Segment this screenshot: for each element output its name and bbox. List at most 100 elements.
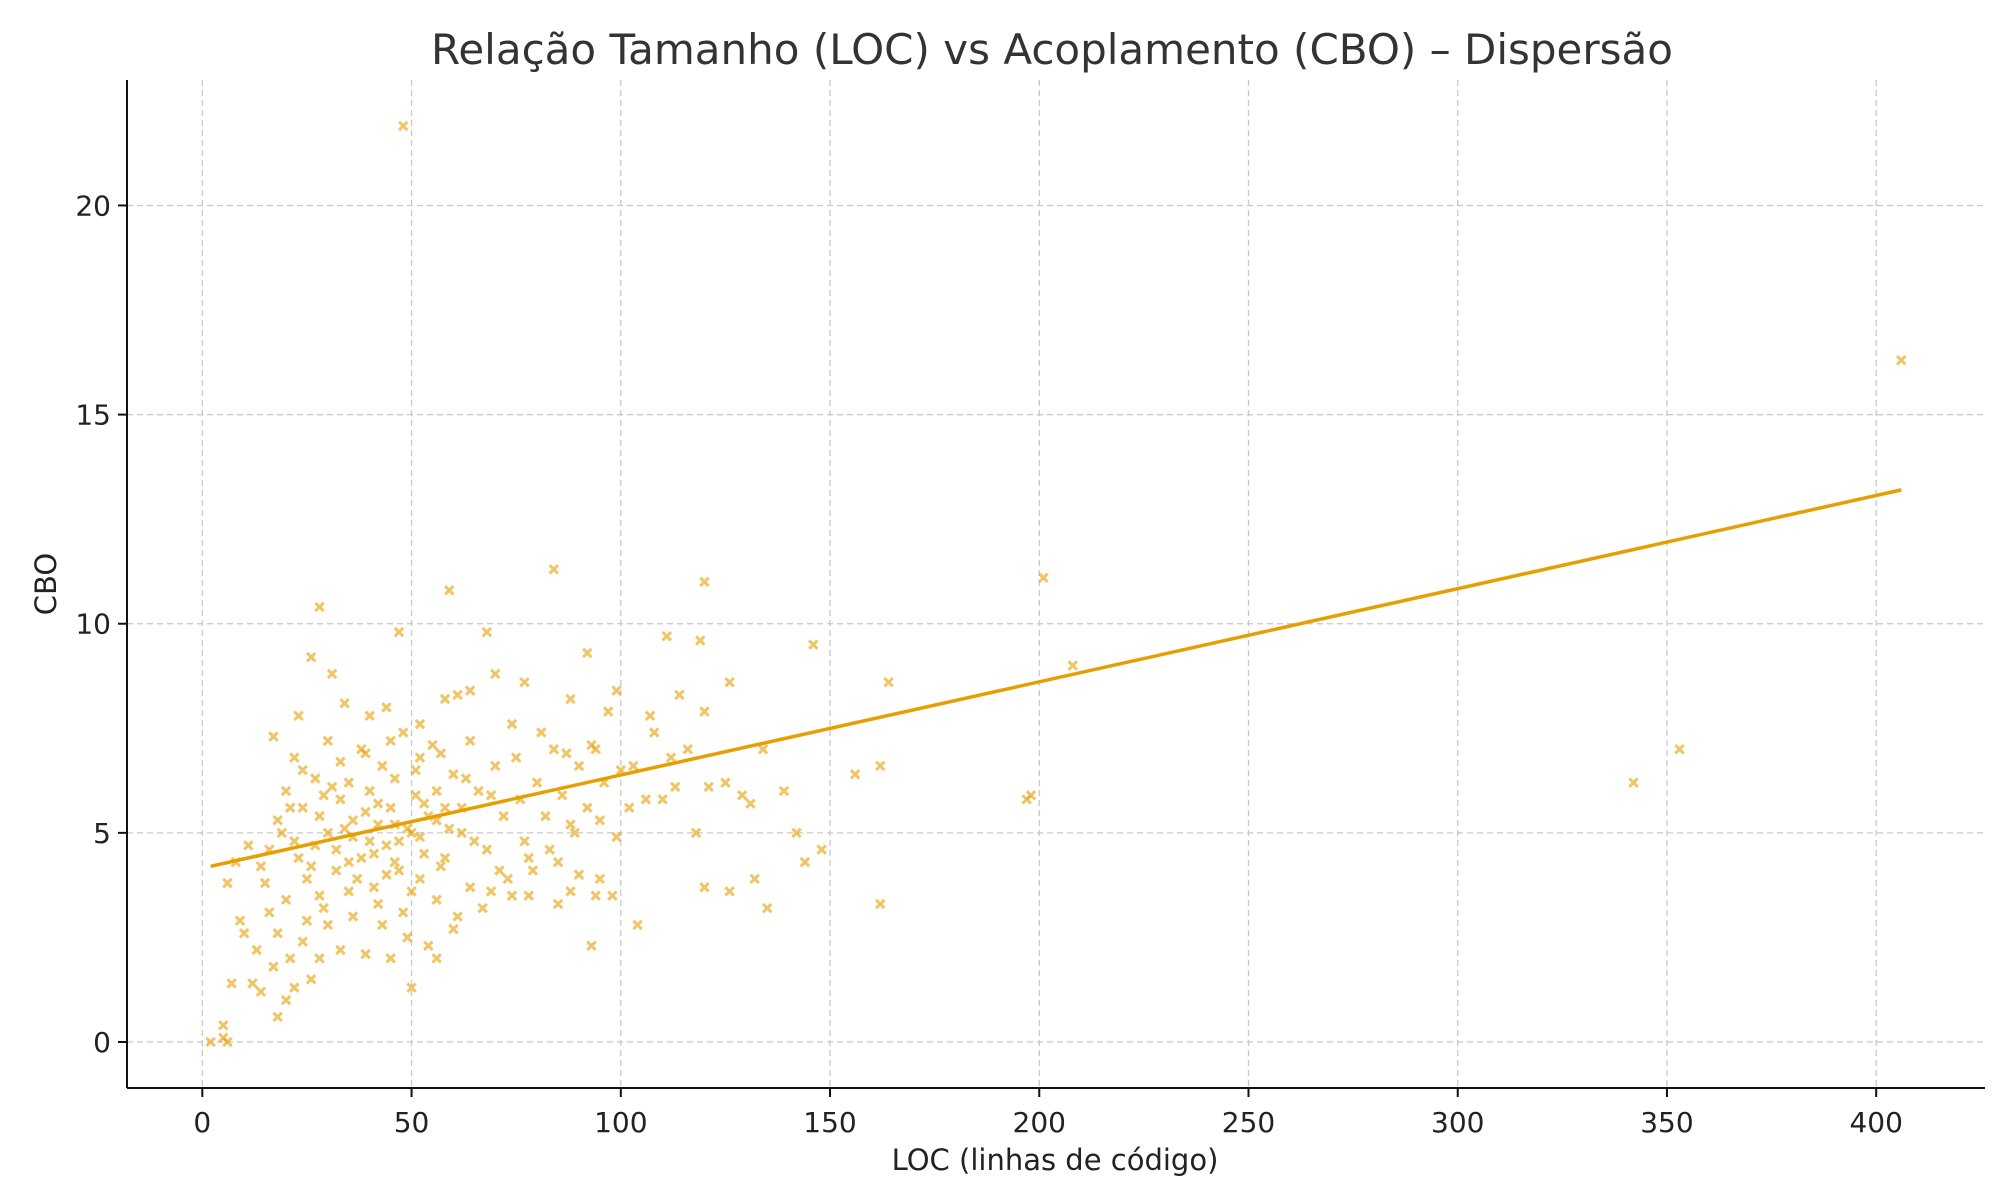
data-point [527, 865, 539, 876]
data-point [439, 852, 451, 864]
data-point [314, 890, 325, 901]
data-point [464, 735, 476, 747]
data-point [284, 802, 296, 814]
data-point [385, 802, 396, 814]
x-tick-label: 0 [193, 1106, 211, 1139]
data-point [222, 1036, 233, 1048]
data-point [314, 810, 325, 822]
data-point [456, 827, 468, 839]
data-point [590, 890, 601, 901]
data-point [460, 773, 472, 784]
data-point [297, 764, 309, 776]
data-point [452, 689, 463, 701]
data-point [431, 894, 442, 906]
data-point [690, 827, 702, 839]
data-point [418, 798, 430, 809]
data-point [406, 827, 417, 839]
data-point [481, 844, 493, 855]
x-tick-label: 350 [1640, 1106, 1693, 1139]
data-point [360, 948, 371, 960]
data-point [791, 827, 802, 839]
data-point [330, 865, 342, 876]
data-point [1038, 572, 1049, 583]
data-point [314, 601, 325, 613]
data-point [272, 1011, 283, 1023]
data-point [414, 718, 426, 730]
data-point [372, 898, 384, 910]
data-point [1067, 660, 1079, 671]
data-point [377, 760, 388, 772]
data-point [808, 639, 819, 650]
data-point [356, 852, 367, 864]
data-point [644, 710, 656, 722]
data-point [565, 819, 576, 830]
data-point [264, 907, 275, 918]
data-point [573, 869, 585, 880]
data-point [255, 986, 267, 998]
data-point [326, 668, 338, 680]
chart-title: Relação Tamanho (LOC) vs Acoplamento (CB… [431, 25, 1673, 74]
data-point [473, 785, 484, 797]
data-point [594, 873, 606, 885]
data-point [301, 873, 313, 885]
data-point [272, 927, 283, 939]
data-point [314, 953, 325, 964]
data-point [414, 752, 426, 763]
data-point [293, 710, 304, 722]
x-tick-label: 400 [1849, 1106, 1902, 1139]
data-points [205, 120, 1907, 1048]
data-point [552, 856, 564, 868]
data-point [611, 685, 622, 696]
data-point [310, 773, 321, 784]
data-point [510, 752, 522, 763]
data-point [602, 706, 614, 717]
data-point [695, 635, 706, 646]
data-point [582, 802, 593, 814]
data-point [343, 856, 355, 868]
data-point [439, 693, 451, 705]
data-point [322, 919, 334, 931]
data-point [343, 777, 355, 788]
data-point [799, 856, 811, 868]
data-point [280, 894, 292, 906]
data-point [883, 677, 894, 688]
data-point [364, 710, 375, 722]
data-point [448, 923, 459, 935]
data-point [1021, 794, 1032, 805]
data-point [665, 752, 677, 763]
data-point [397, 727, 409, 738]
data-point [699, 881, 710, 893]
data-point [280, 994, 292, 1006]
data-point [247, 978, 258, 989]
data-point [640, 794, 652, 805]
data-point [423, 940, 434, 952]
y-tick-label: 10 [75, 608, 111, 641]
data-point [874, 760, 886, 772]
data-point [414, 873, 426, 885]
trend-line-group [210, 488, 1902, 869]
data-point [749, 873, 760, 885]
x-tick-label: 150 [803, 1106, 856, 1139]
data-point [1896, 354, 1907, 366]
data-point [347, 815, 359, 826]
data-point [289, 835, 300, 847]
data-point [205, 1036, 216, 1048]
data-point [443, 823, 455, 834]
data-point [305, 861, 317, 872]
data-point [489, 668, 501, 680]
data-point [565, 886, 576, 897]
data-point [548, 564, 560, 575]
y-tick-label: 15 [75, 399, 111, 432]
data-point [360, 806, 371, 818]
data-point [234, 915, 246, 926]
data-point [548, 743, 560, 755]
data-point [649, 727, 660, 738]
data-point [481, 626, 493, 638]
data-point [489, 760, 501, 772]
data-point [406, 886, 417, 897]
data-point [255, 861, 267, 872]
x-axis-ticks: 0 50 100 150 200 250 300 350 400 [193, 1088, 1903, 1139]
data-point [326, 781, 338, 793]
data-point [849, 769, 861, 780]
data-point [703, 781, 714, 793]
